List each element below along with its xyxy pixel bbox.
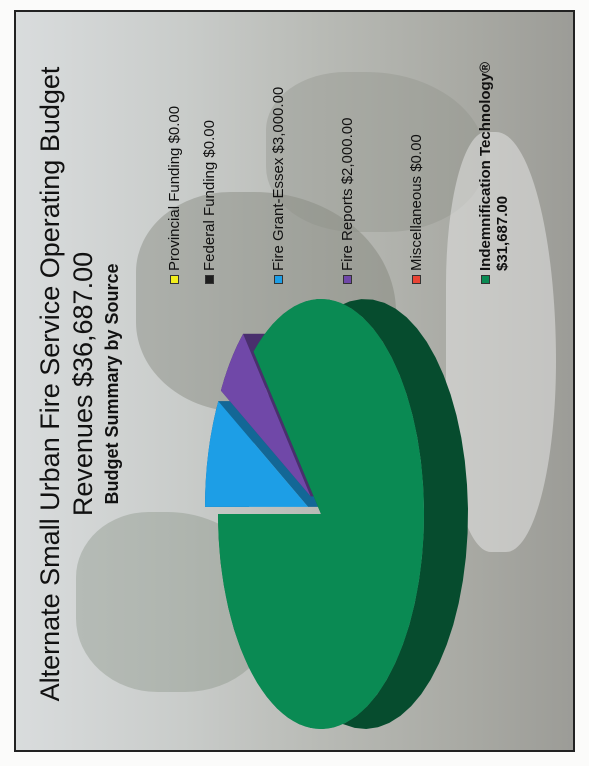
legend-label: Provincial Funding $0.00 (166, 105, 183, 271)
legend-label: Fire Grant-Essex $3,000.00 (270, 86, 287, 271)
slide: Alternate Small Urban Fire Service Opera… (14, 10, 575, 752)
legend-item: Fire Grant-Essex $3,000.00 (270, 14, 287, 284)
legend-swatch (412, 275, 421, 284)
background-figure (266, 72, 486, 232)
pie-slice (205, 401, 309, 507)
legend: Provincial Funding $0.00 Federal Funding … (166, 14, 511, 284)
pie-slice (218, 299, 424, 729)
legend-item: Provincial Funding $0.00 (166, 14, 183, 284)
legend-swatch (343, 275, 352, 284)
pie-slice (220, 333, 311, 497)
legend-item: Federal Funding $0.00 (201, 14, 218, 284)
legend-label: Fire Reports $2,000.00 (339, 117, 356, 271)
legend-label: Indemnification Technology® $31,687.00 (477, 61, 511, 271)
legend-item: Miscellaneous $0.00 (408, 14, 425, 284)
legend-item: Fire Reports $2,000.00 (339, 14, 356, 284)
legend-label: Miscellaneous $0.00 (408, 134, 425, 271)
rotated-slide-content: Alternate Small Urban Fire Service Opera… (16, 12, 573, 750)
legend-swatch (205, 275, 214, 284)
legend-label: Federal Funding $0.00 (201, 120, 218, 271)
legend-swatch (170, 275, 179, 284)
pie-chart (205, 299, 468, 729)
legend-item: Indemnification Technology® $31,687.00 (477, 14, 511, 284)
legend-swatch (274, 275, 283, 284)
legend-swatch (481, 275, 490, 284)
